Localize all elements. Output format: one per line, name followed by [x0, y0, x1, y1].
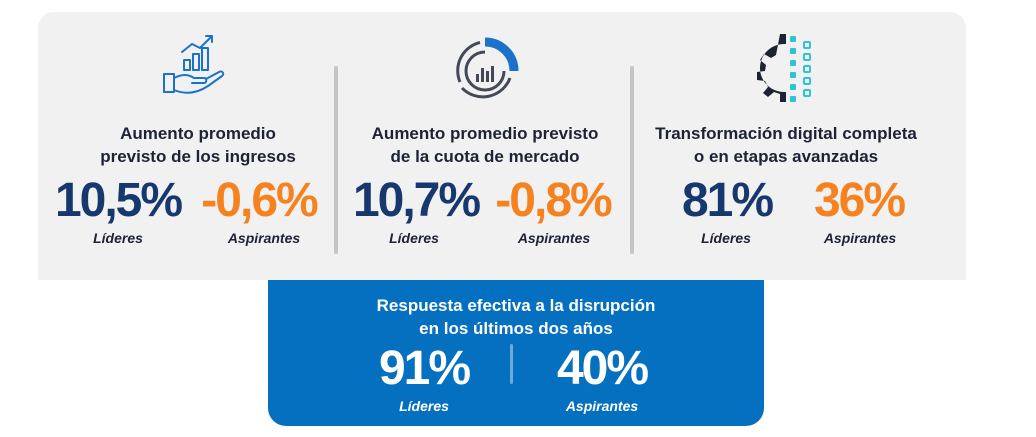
aspirants-value: -0,8%	[495, 174, 612, 227]
disruption-title: Respuesta efectiva a la disrupción en lo…	[268, 294, 764, 340]
metric-title-line1: Aumento promedio previsto	[371, 124, 599, 143]
aspirants-label: Aspirantes	[823, 230, 897, 246]
metric-title-line2: previsto de los ingresos	[100, 147, 296, 166]
aspirants-value: 40%	[556, 342, 649, 395]
column-divider	[334, 66, 338, 254]
metric-market-share: Aumento promedio previsto de la cuota de…	[340, 12, 630, 280]
metric-digital-transformation: Transformación digital completa o en eta…	[636, 12, 966, 280]
growth-hand-icon	[163, 35, 225, 94]
leaders-label: Líderes	[399, 398, 449, 414]
aspirants-label: Aspirantes	[517, 230, 591, 246]
aspirants-value: -0,6%	[201, 174, 318, 227]
leaders-value: 10,7%	[352, 174, 481, 227]
leaders-label: Líderes	[93, 230, 143, 246]
leaders-value: 81%	[681, 174, 774, 227]
market-share-donut-icon	[456, 37, 519, 99]
leaders-label: Líderes	[701, 230, 751, 246]
leaders-label: Líderes	[389, 230, 439, 246]
aspirants-label: Aspirantes	[227, 230, 301, 246]
metrics-panel: Aumento promedio previsto de los ingreso…	[38, 12, 966, 280]
digital-gear-icon	[757, 34, 811, 102]
metric-title-line1: Transformación digital completa	[655, 124, 917, 143]
leaders-value: 91%	[378, 342, 471, 395]
metric-title-line2: de la cuota de mercado	[390, 147, 580, 166]
value-separator	[510, 344, 513, 384]
metric-title: Aumento promedio previsto de los ingreso…	[58, 122, 338, 168]
metric-title-line1: Aumento promedio	[120, 124, 276, 143]
metric-revenue: Aumento promedio previsto de los ingreso…	[38, 12, 338, 280]
aspirants-label: Aspirantes	[565, 398, 639, 414]
disruption-box: Respuesta efectiva a la disrupción en lo…	[268, 280, 764, 426]
disruption-title-line1: Respuesta efectiva a la disrupción	[376, 296, 656, 315]
metric-title-line2: o en etapas avanzadas	[693, 147, 879, 166]
leaders-value: 10,5%	[54, 174, 183, 227]
metric-title: Transformación digital completa o en eta…	[636, 122, 936, 168]
metric-title: Aumento promedio previsto de la cuota de…	[340, 122, 630, 168]
column-divider	[630, 66, 634, 254]
disruption-title-line2: en los últimos dos años	[419, 319, 613, 338]
aspirants-value: 36%	[813, 174, 906, 227]
